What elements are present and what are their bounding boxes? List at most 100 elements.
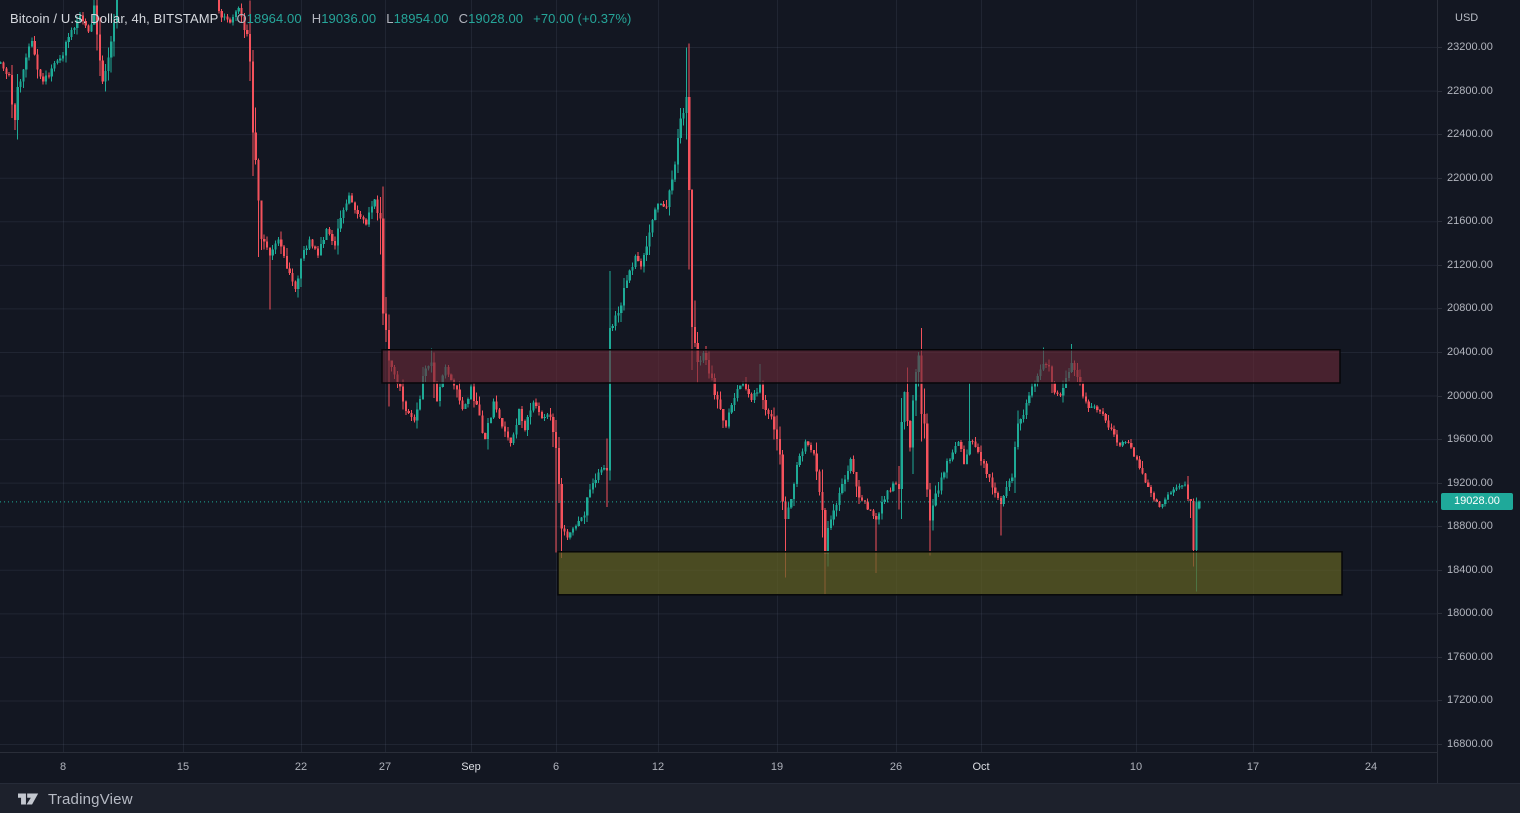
time-axis[interactable]: 8 15 22 27 Sep 6 12 19 26 Oct 10 17 24 (0, 752, 1437, 784)
high-label: H (311, 11, 322, 26)
candle-body-down (1189, 499, 1192, 502)
candle-body-up (223, 16, 226, 18)
current-price-label: 19028.00 (1441, 492, 1513, 510)
candle-body-up (631, 266, 634, 271)
candle-body-up (1090, 406, 1093, 408)
candle-body-up (586, 497, 589, 516)
candle-body-down (775, 429, 779, 440)
candle-body-up (1181, 485, 1184, 487)
time-tick-day-label[interactable]: 17 (1246, 761, 1260, 773)
candle-body-up (27, 46, 31, 58)
symbol-title[interactable]: Bitcoin / U.S. Dollar, 4h, BITSTAMP (10, 11, 219, 26)
candle-body-down (484, 433, 487, 440)
candle-body-down (858, 486, 861, 498)
candle-body-up (965, 454, 969, 465)
candle-body-down (928, 489, 932, 521)
time-tick-day-label[interactable]: 15 (176, 761, 190, 773)
candle-body-down (996, 493, 1000, 498)
candle-body-up (104, 70, 107, 82)
candle-body-up (73, 27, 76, 31)
candle-body-up (1016, 423, 1020, 448)
candle-body-up (1169, 492, 1173, 495)
candle-body-down (251, 61, 255, 133)
candle-body-up (110, 41, 113, 58)
candle-body-up (914, 371, 918, 401)
candle-body-down (291, 273, 294, 282)
candle-body-down (401, 386, 405, 402)
time-tick-day-label[interactable]: 12 (651, 761, 665, 773)
tradingview-watermark-text[interactable]: TradingView (48, 790, 133, 808)
candle-body-up (231, 17, 235, 23)
candle-body-up (526, 417, 529, 431)
candle-body-down (557, 448, 561, 485)
time-tick-day-label[interactable]: 22 (294, 761, 308, 773)
tradingview-logo-icon[interactable] (18, 791, 40, 807)
candle-body-down (988, 474, 991, 478)
time-tick-day-label[interactable]: 6 (552, 761, 560, 773)
candle-body-up (30, 40, 34, 47)
candle-body-up (659, 203, 663, 205)
candle-body-up (756, 392, 759, 394)
price-tick-label: 21600.00 (1447, 215, 1493, 228)
candle-body-up (622, 288, 626, 306)
price-tick-label: 18400.00 (1447, 563, 1493, 576)
candle-body-down (481, 415, 484, 434)
price-tick-mark (1438, 134, 1442, 136)
candle-body-down (282, 246, 286, 257)
candle-body-up (19, 81, 22, 88)
candle-body-down (268, 247, 272, 256)
candle-body-down (95, 5, 99, 35)
candle-body-up (1008, 480, 1011, 487)
candle-body-down (1056, 392, 1059, 395)
candle-body-up (968, 441, 971, 455)
price-tick-label: 22000.00 (1447, 171, 1493, 184)
candle-body-down (503, 426, 507, 432)
time-tick-day-label[interactable]: 10 (1129, 761, 1143, 773)
candle-body-up (835, 505, 838, 511)
candle-body-down (662, 203, 665, 207)
candle-body-down (818, 471, 821, 492)
candle-body-up (512, 434, 515, 443)
candle-body-down (98, 34, 102, 61)
candle-body-down (39, 69, 42, 77)
candle-body-up (571, 528, 575, 533)
candle-body-down (761, 385, 765, 400)
time-tick-day-label[interactable]: 8 (59, 761, 67, 773)
candle-body-up (753, 392, 756, 401)
chart-pane[interactable]: Bitcoin / U.S. Dollar, 4h, BITSTAMP O1896… (0, 0, 1437, 752)
candle-body-up (469, 386, 473, 400)
price-axis[interactable]: USD 23200.00 22800.00 22400.00 22000.00 2160… (1437, 0, 1520, 783)
candle-body-up (645, 246, 648, 255)
symbol-legend[interactable]: Bitcoin / U.S. Dollar, 4h, BITSTAMP O1896… (10, 11, 631, 26)
time-tick-day-label[interactable]: 19 (770, 761, 784, 773)
price-tick-mark (1438, 439, 1442, 441)
candle-body-up (826, 528, 830, 555)
candle-body-down (246, 30, 249, 34)
candle-body-up (569, 532, 572, 538)
candle-body-down (554, 431, 558, 449)
time-tick-month-label[interactable]: Oct (972, 761, 990, 773)
candle-body-up (940, 477, 943, 491)
candle-body-down (1147, 482, 1150, 487)
candle-body-up (880, 501, 884, 514)
candle-body-up (1011, 477, 1014, 481)
candle-body-up (801, 451, 804, 456)
time-tick-day-label[interactable]: 24 (1364, 761, 1378, 773)
price-tick-mark (1438, 700, 1442, 702)
close-label: C (458, 11, 469, 26)
candle-body-down (999, 497, 1003, 505)
time-tick-month-label[interactable]: Sep (461, 761, 481, 773)
candle-body-up (892, 483, 895, 491)
price-tick-mark (1438, 177, 1442, 179)
candle-body-up (438, 386, 442, 402)
candle-body-up (1198, 501, 1201, 509)
candle-body-up (676, 137, 680, 165)
candle-body-up (1093, 406, 1096, 408)
candle-body-up (67, 37, 70, 43)
candle-body-down (552, 417, 555, 432)
candle-body-up (532, 402, 535, 411)
candle-body-up (418, 398, 422, 410)
time-tick-day-label[interactable]: 27 (378, 761, 392, 773)
time-tick-day-label[interactable]: 26 (889, 761, 903, 773)
candle-body-down (229, 19, 232, 23)
